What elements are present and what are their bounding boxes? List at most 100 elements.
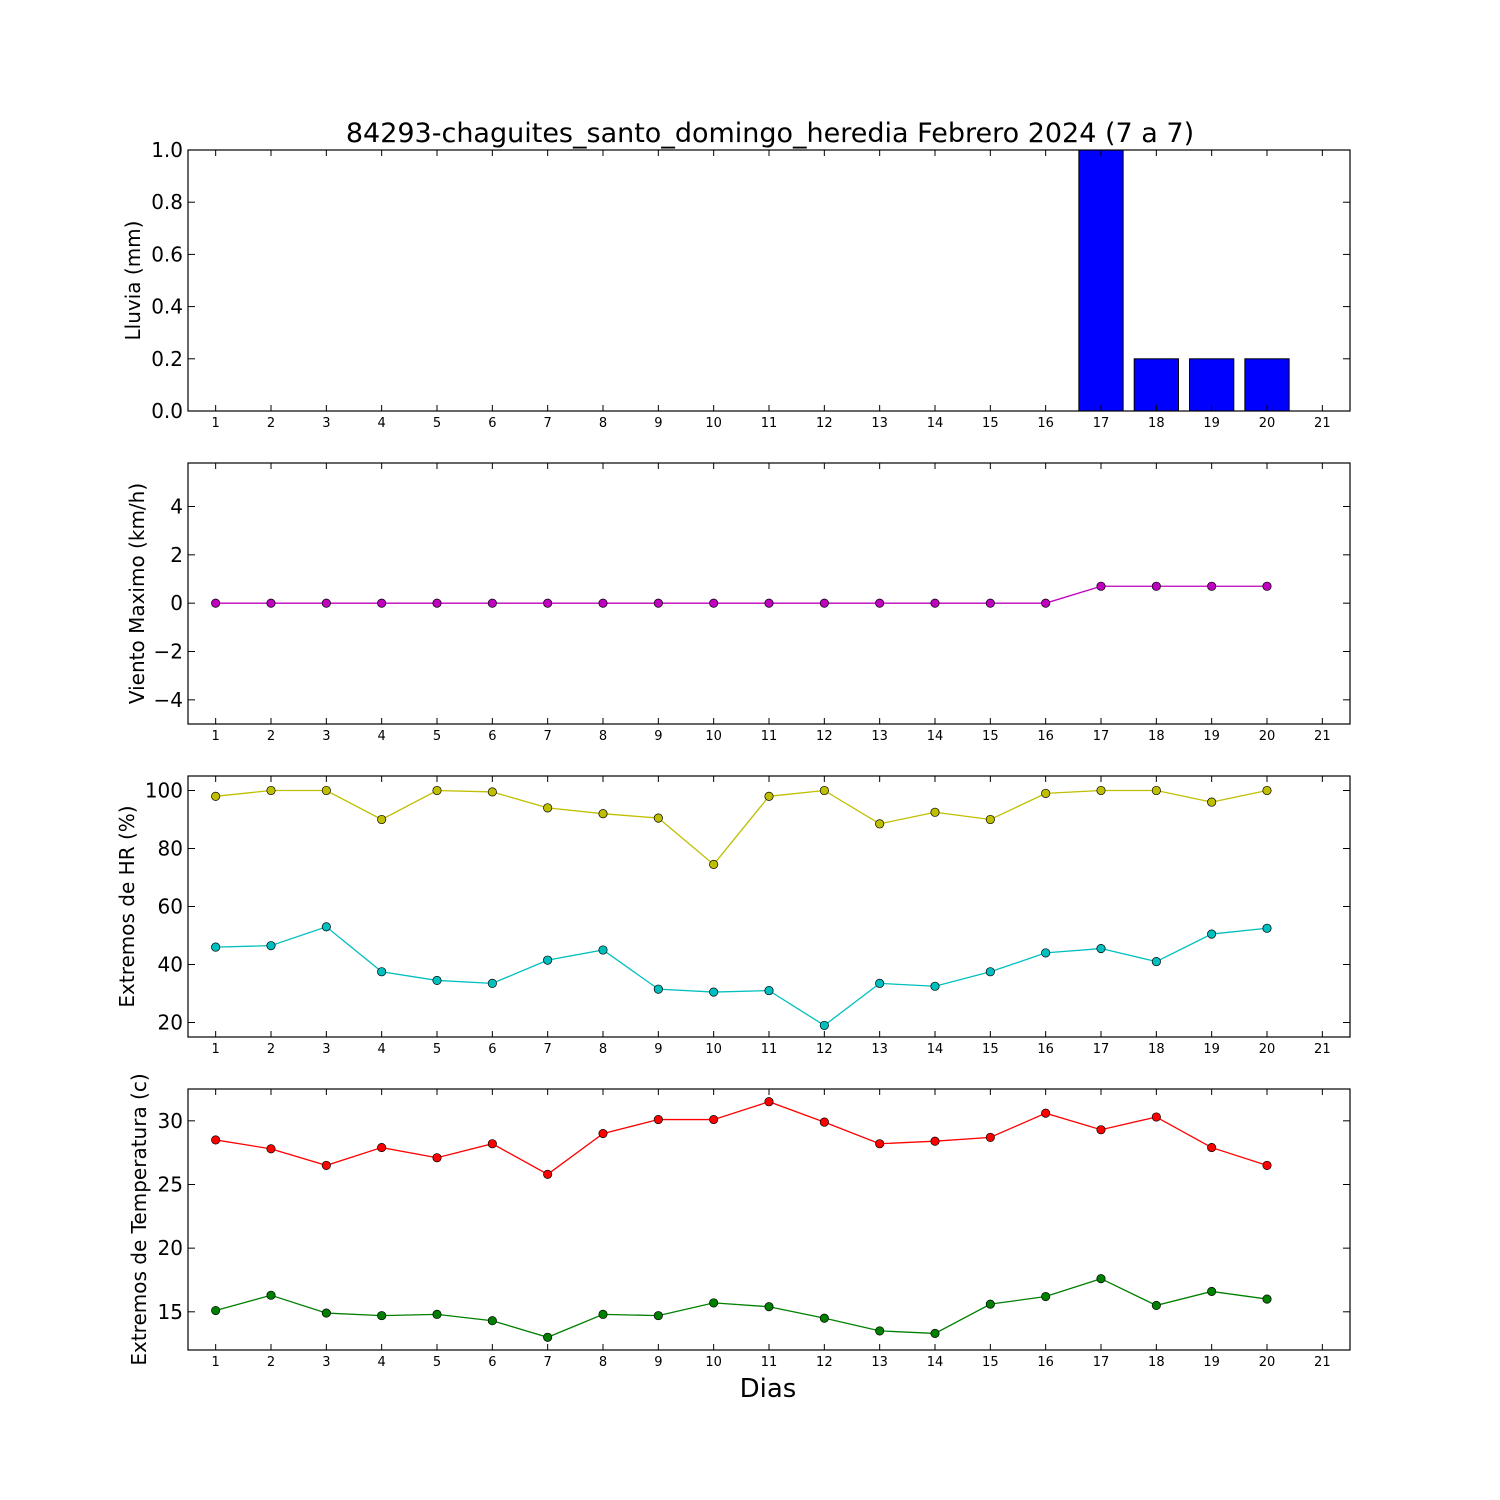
y-tick-label: −4 [154,688,183,712]
series-2-point-8 [598,945,608,955]
panels: 1 2 3 4 5 6 7 8 9 10 11 12 13 14 15 16 17 18 19 20 210.00.20… [115,138,1351,1370]
y-tick-label: 0.2 [151,347,183,371]
x-tick-label: 5 [433,416,441,431]
series-1-point-11 [764,791,774,801]
y-tick-label: 0.6 [151,242,183,266]
y-tick-label: 15 [158,1300,183,1324]
series-1-point-2 [266,785,276,796]
x-tick-label: 10 [705,1355,722,1370]
x-tick-label: 21 [1314,416,1331,431]
x-tick-label: 1 [212,416,220,431]
x-tick-label: 13 [871,416,888,431]
x-tick-label: 16 [1037,1355,1054,1370]
y-tick-label: −2 [154,640,183,664]
series-1-point-18 [1151,1112,1161,1122]
series-1-point-10 [709,1115,719,1125]
series-1-point-14 [930,1136,940,1146]
x-tick-label: 7 [544,1355,552,1370]
x-tick-label: 6 [488,1355,496,1370]
x-tick-label: 1 [212,1042,220,1057]
series-1-point-4 [377,1143,387,1153]
y-tick-label: 0.8 [151,190,183,214]
x-tick-label: 17 [1093,416,1110,431]
y-tick-label: 100 [145,779,183,803]
x-tick-label: 8 [599,416,607,431]
series-1-point-18 [1151,581,1161,591]
x-tick-label: 5 [433,1355,441,1370]
x-tick-label: 8 [599,1042,607,1057]
series-1-point-2 [266,1144,276,1154]
series-1-point-6 [487,787,497,797]
series-2-point-19 [1207,1286,1217,1296]
x-tick-label: 3 [322,416,330,431]
axes-frame [187,775,1351,1038]
x-tick-label: 20 [1259,416,1276,431]
series-2-point-5 [432,1309,442,1319]
series-2-point-9 [653,984,663,994]
y-tick-label: 40 [158,953,183,977]
x-tick-label: 4 [378,1355,386,1370]
x-tick-label: 19 [1203,416,1220,431]
x-tick-label: 19 [1203,1042,1220,1057]
series-2-point-6 [487,1316,497,1326]
x-tick-label: 12 [816,1042,833,1057]
series-1-point-7 [543,598,553,608]
series-1-point-4 [377,814,387,825]
x-tick-label: 21 [1314,1042,1331,1057]
x-tick-label: 13 [871,1042,888,1057]
series-2-point-11 [764,1302,774,1312]
series-2-point-7 [543,955,553,965]
y-axis-label: Lluvia (mm) [121,221,145,341]
series-1-point-6 [487,1139,497,1149]
x-tick-label: 16 [1037,1042,1054,1057]
axes-frame [187,462,1351,725]
series-1-point-5 [432,1153,442,1163]
series-2-point-10 [709,987,719,997]
x-tick-label: 5 [433,729,441,744]
series-1-point-2 [266,598,276,608]
series-1-point-15 [985,814,995,825]
y-tick-label: 2 [170,543,183,567]
series-1-point-15 [985,598,995,608]
series-2-point-10 [709,1298,719,1308]
x-tick-label: 8 [599,729,607,744]
x-tick-label: 11 [761,1355,778,1370]
x-tick-label: 15 [982,1042,999,1057]
x-tick-label: 6 [488,1042,496,1057]
series-2-point-17 [1096,1274,1106,1284]
series-1-point-8 [598,1129,608,1139]
x-tick-label: 2 [267,729,275,744]
x-tick-label: 5 [433,1042,441,1057]
x-tick-label: 12 [816,1355,833,1370]
x-tick-label: 3 [322,1042,330,1057]
y-tick-label: 30 [158,1109,183,1133]
series-1-point-13 [875,598,885,608]
series-1-point-17 [1096,785,1106,796]
x-tick-label: 18 [1148,1355,1165,1370]
series-1-point-7 [543,803,553,813]
y-tick-label: 1.0 [151,138,183,162]
series-2-point-4 [377,967,387,977]
series-1-point-9 [653,813,663,823]
x-tick-label: 3 [322,1355,330,1370]
x-tick-label: 14 [927,729,944,744]
x-tick-label: 21 [1314,729,1331,744]
series-2-point-15 [985,967,995,977]
x-tick-label: 9 [654,1355,662,1370]
x-tick-label: 16 [1037,416,1054,431]
bar-day-19 [1189,358,1235,412]
x-tick-label: 2 [267,1355,275,1370]
series-1-point-13 [875,1139,885,1149]
y-tick-label: 0 [170,591,183,615]
series-2-point-20 [1262,923,1272,933]
series-2-point-1 [211,942,221,952]
x-tick-label: 1 [212,729,220,744]
x-tick-label: 14 [927,416,944,431]
series-2-point-11 [764,986,774,996]
series-1-point-3 [321,785,331,796]
series-2-point-1 [211,1305,221,1316]
x-tick-label: 17 [1093,1355,1110,1370]
series-1-point-12 [819,785,829,796]
x-tick-label: 18 [1148,416,1165,431]
x-tick-label: 6 [488,416,496,431]
